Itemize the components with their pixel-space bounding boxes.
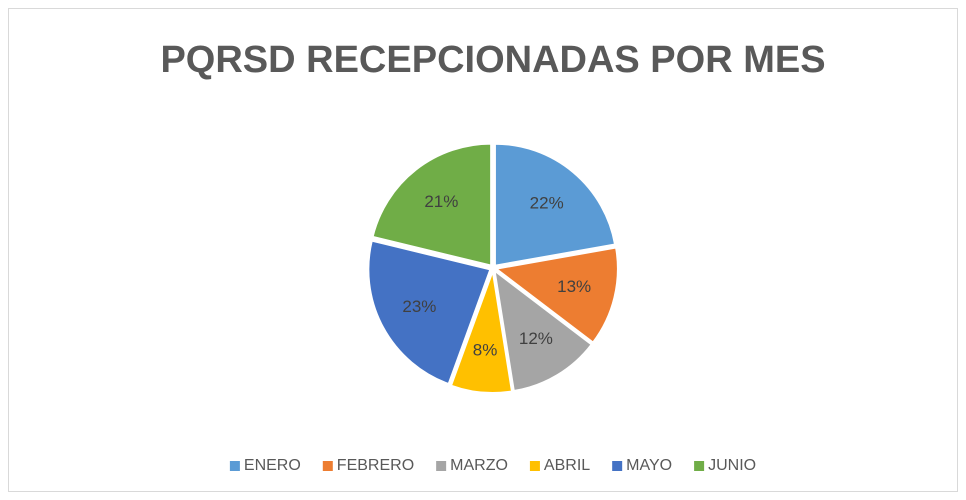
legend-label: ENERO bbox=[244, 457, 301, 474]
legend-swatch bbox=[229, 461, 240, 471]
legend-label: MARZO bbox=[450, 457, 508, 474]
data-label: 21% bbox=[424, 192, 458, 211]
pie-slice bbox=[493, 142, 617, 267]
data-label: 12% bbox=[519, 329, 553, 348]
data-label: 23% bbox=[402, 297, 436, 316]
data-label: 22% bbox=[530, 194, 564, 213]
data-label: 13% bbox=[557, 277, 591, 296]
legend-swatch bbox=[694, 461, 705, 471]
legend-swatch bbox=[322, 461, 333, 471]
legend-label: FEBRERO bbox=[337, 457, 414, 474]
chart-title: PQRSD RECEPCIONADAS POR MES bbox=[160, 39, 825, 81]
data-label: 8% bbox=[473, 341, 498, 360]
legend-label: ABRIL bbox=[544, 457, 590, 474]
legend-swatch bbox=[529, 461, 540, 471]
pie-slice bbox=[367, 239, 492, 386]
legend-label: MAYO bbox=[626, 457, 672, 474]
pie-slice bbox=[371, 142, 493, 267]
legend-label: JUNIO bbox=[708, 457, 756, 474]
legend-swatch bbox=[612, 461, 623, 471]
pie-slice bbox=[493, 268, 594, 393]
pie-slice bbox=[449, 267, 514, 394]
pie-slice bbox=[493, 246, 619, 344]
legend-swatch bbox=[436, 461, 447, 471]
